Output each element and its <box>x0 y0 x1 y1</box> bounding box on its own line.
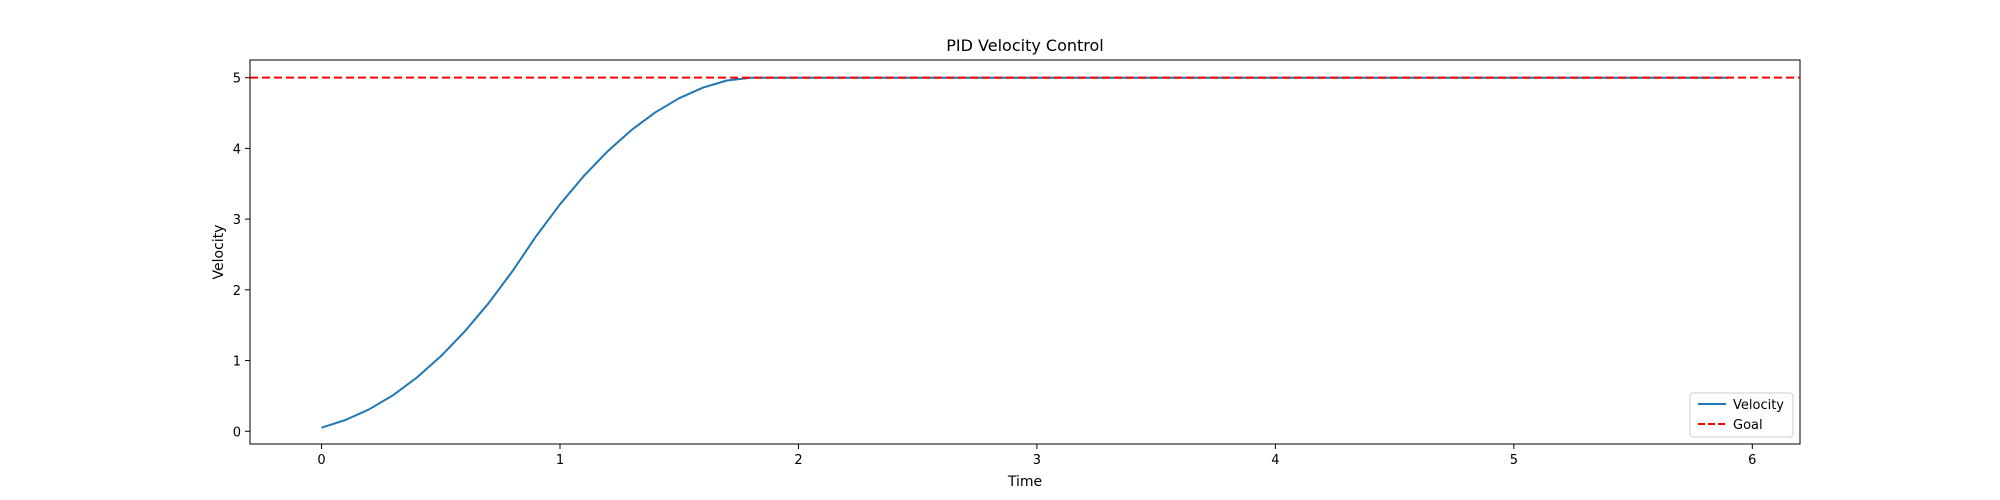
y-tick-label: 4 <box>233 142 241 157</box>
series-layer <box>250 76 1800 429</box>
x-axis-label: Time <box>1007 474 1042 490</box>
x-tick-label: 0 <box>317 453 325 468</box>
y-axis-ticks: 0 1 2 3 4 5 <box>233 72 250 440</box>
x-tick-label: 2 <box>794 453 802 468</box>
y-tick-label: 3 <box>233 213 241 228</box>
x-tick-label: 5 <box>1510 453 1518 468</box>
y-tick-label: 0 <box>233 425 241 440</box>
x-tick-label: 4 <box>1271 453 1279 468</box>
series-line-velocity <box>321 76 1729 429</box>
chart-legend: Velocity Goal <box>1689 392 1794 438</box>
x-tick-label: 1 <box>556 453 564 468</box>
x-tick-label: 3 <box>1033 453 1041 468</box>
x-tick-label: 6 <box>1748 453 1756 468</box>
y-tick-label: 5 <box>233 72 241 87</box>
legend-label-velocity: Velocity <box>1733 398 1784 413</box>
chart-title: PID Velocity Control <box>946 36 1103 55</box>
y-tick-label: 1 <box>233 355 241 370</box>
x-axis-ticks: 0 1 2 3 4 5 6 <box>317 444 1756 468</box>
plot-area-frame <box>249 59 1801 445</box>
y-axis-label: Velocity <box>211 225 227 280</box>
y-tick-label: 2 <box>233 284 241 299</box>
legend-label-goal: Goal <box>1733 418 1763 433</box>
